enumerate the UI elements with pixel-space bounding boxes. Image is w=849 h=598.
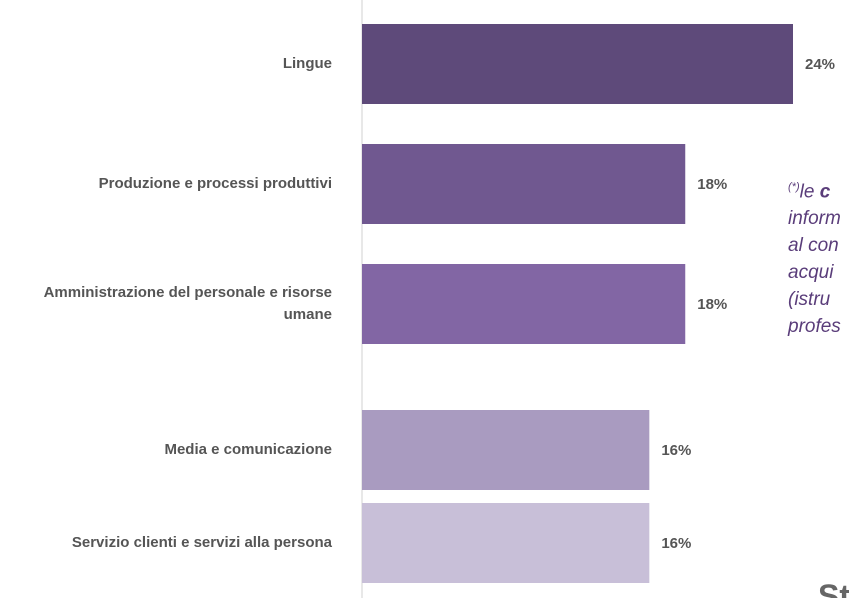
heading-fragment: St xyxy=(818,578,849,598)
note-lines: inform al con acqui (istru profes xyxy=(788,205,841,340)
value-label: 24% xyxy=(805,56,835,73)
note-line: acqui xyxy=(788,262,834,284)
category-label: Amministrazione del personale e risorse … xyxy=(43,284,332,323)
category-label: Lingue xyxy=(282,55,332,72)
note-marker: (*) xyxy=(788,181,800,193)
note-line: al con xyxy=(788,235,839,257)
value-label: 16% xyxy=(661,535,691,552)
note-lead: le xyxy=(799,181,820,203)
note-line: profes xyxy=(788,316,841,338)
category-label: Media e comunicazione xyxy=(164,441,332,458)
value-label: 18% xyxy=(697,176,727,193)
bar xyxy=(362,410,650,490)
note-bold: c xyxy=(819,181,831,203)
bar xyxy=(362,264,686,344)
bar xyxy=(362,144,686,224)
bar xyxy=(362,24,793,104)
bar xyxy=(362,503,650,583)
category-label: Produzione e processi produttivi xyxy=(98,175,332,192)
note-line: (istru xyxy=(788,289,831,311)
category-label: Servizio clienti e servizi alla persona xyxy=(71,534,332,551)
value-label: 16% xyxy=(661,442,691,459)
note-line: inform xyxy=(788,208,841,230)
value-label: 18% xyxy=(697,296,727,313)
note: (*)le c inform al con acqui (istru profes xyxy=(788,174,841,340)
